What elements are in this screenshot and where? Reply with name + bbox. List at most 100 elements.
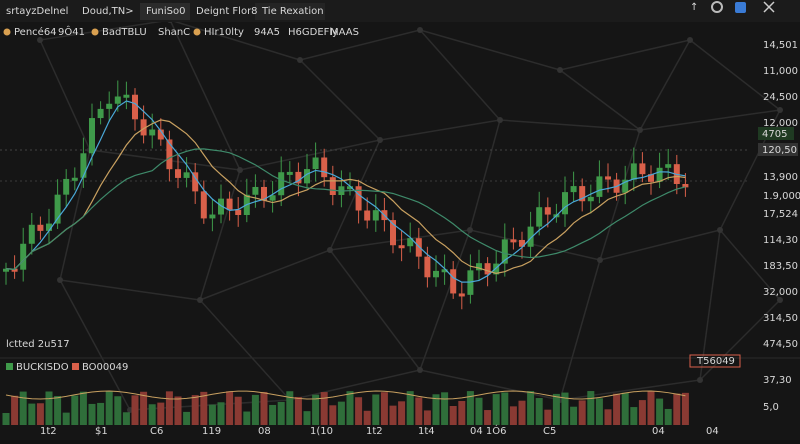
candle-body xyxy=(106,104,112,109)
volume-bar xyxy=(519,401,526,425)
legend-swatch xyxy=(6,363,13,370)
volume-bar xyxy=(149,404,156,425)
candle-body xyxy=(63,179,69,195)
volume-bar xyxy=(372,394,379,425)
volume-bar xyxy=(114,396,121,425)
volume-bar xyxy=(484,410,491,425)
volume-bar xyxy=(390,406,397,425)
volume-bar xyxy=(329,405,336,425)
legend-swatch xyxy=(72,363,79,370)
candle-body xyxy=(424,257,430,278)
volume-bar xyxy=(381,392,388,425)
volume-bar xyxy=(656,399,663,425)
volume-bar xyxy=(235,397,242,425)
volume-bar xyxy=(286,391,293,425)
volume-bar xyxy=(553,394,560,425)
tab[interactable]: Deignt Flor8 xyxy=(196,6,258,17)
volume-bar xyxy=(97,403,104,425)
candle-body xyxy=(313,158,319,170)
volume-bar xyxy=(166,391,173,425)
tab[interactable]: Tie Rexation xyxy=(261,6,324,17)
network-node xyxy=(697,377,703,383)
network-node xyxy=(417,367,423,373)
candle-body xyxy=(545,207,551,214)
legend-entry: BadTBLU xyxy=(102,27,147,38)
candle-body xyxy=(278,172,284,195)
candle-body xyxy=(80,153,86,177)
volume-bar xyxy=(544,410,551,425)
candle-body xyxy=(416,238,422,256)
candle-body xyxy=(571,186,577,192)
network-node xyxy=(497,117,503,123)
volume-bar xyxy=(80,392,87,425)
price-label: 32,000 xyxy=(763,287,798,298)
candle-body xyxy=(450,269,456,293)
candle-body xyxy=(373,210,379,220)
volume-bar xyxy=(605,409,612,425)
volume-bar xyxy=(89,404,96,425)
legend-entry: Pencé64 xyxy=(14,26,57,38)
network-node xyxy=(57,277,63,283)
time-label: 1t2 xyxy=(366,426,383,437)
price-label: 5,0 xyxy=(763,402,779,413)
volume-bar xyxy=(321,392,328,425)
legend-entry: 94A5 xyxy=(254,27,280,38)
volume-bar xyxy=(132,395,139,425)
time-label: 08 xyxy=(258,426,271,437)
candle-body xyxy=(287,172,293,175)
network-node xyxy=(557,67,563,73)
network-node xyxy=(197,297,203,303)
candle-body xyxy=(132,95,138,120)
volume-bar xyxy=(28,404,35,425)
network-node xyxy=(297,57,303,63)
volume-bar xyxy=(570,407,577,425)
volume-bar xyxy=(596,398,603,425)
volume-bar xyxy=(630,407,637,425)
volume-legend: BO00049 xyxy=(82,362,128,373)
volume-bar xyxy=(398,401,405,425)
volume-bar xyxy=(458,401,465,425)
time-label: 1t2 xyxy=(40,426,57,437)
candle-body xyxy=(330,177,336,195)
icon-bell[interactable]: ↑ xyxy=(690,2,698,13)
overlay-text: lctted 2u517 xyxy=(6,339,70,350)
volume-bar xyxy=(527,391,534,425)
tab[interactable]: srtayzDelnel xyxy=(6,6,68,17)
time-label: C6 xyxy=(150,426,163,437)
candle-body xyxy=(459,293,465,296)
volume-bar xyxy=(183,412,190,425)
candle-body xyxy=(485,263,491,274)
network-node xyxy=(377,137,383,143)
candle-body xyxy=(209,215,215,219)
volume-bar xyxy=(579,400,586,425)
price-label: 14,501 xyxy=(763,40,798,51)
price-label: 474,50 xyxy=(763,339,798,350)
volume-bar xyxy=(648,391,655,425)
volume-bar xyxy=(536,398,543,425)
time-label: 04 xyxy=(652,426,665,437)
price-label: 11,000 xyxy=(763,66,798,77)
tab[interactable]: Doud,TN> xyxy=(82,6,134,17)
volume-bar xyxy=(364,411,371,425)
icon-profile[interactable] xyxy=(735,2,746,13)
candle-body xyxy=(37,225,43,231)
legend-dot xyxy=(4,29,11,36)
candle-body xyxy=(123,95,129,98)
candle-body xyxy=(98,109,104,118)
tab[interactable]: FuniSo0 xyxy=(146,6,186,17)
volume-bar xyxy=(37,403,44,425)
price-label: 13,900 xyxy=(763,172,798,183)
volume-bar xyxy=(11,396,18,425)
volume-bar xyxy=(493,394,500,425)
volume-bar xyxy=(613,394,620,425)
legend-entry: MAAS xyxy=(330,27,359,38)
candle-body xyxy=(175,169,181,178)
volume-bar xyxy=(200,392,207,425)
candle-body xyxy=(588,197,594,201)
candle-body xyxy=(562,192,568,214)
time-label: 119 xyxy=(202,426,221,437)
candle-body xyxy=(631,163,637,179)
volume-bar xyxy=(665,409,672,425)
network-node xyxy=(467,227,473,233)
